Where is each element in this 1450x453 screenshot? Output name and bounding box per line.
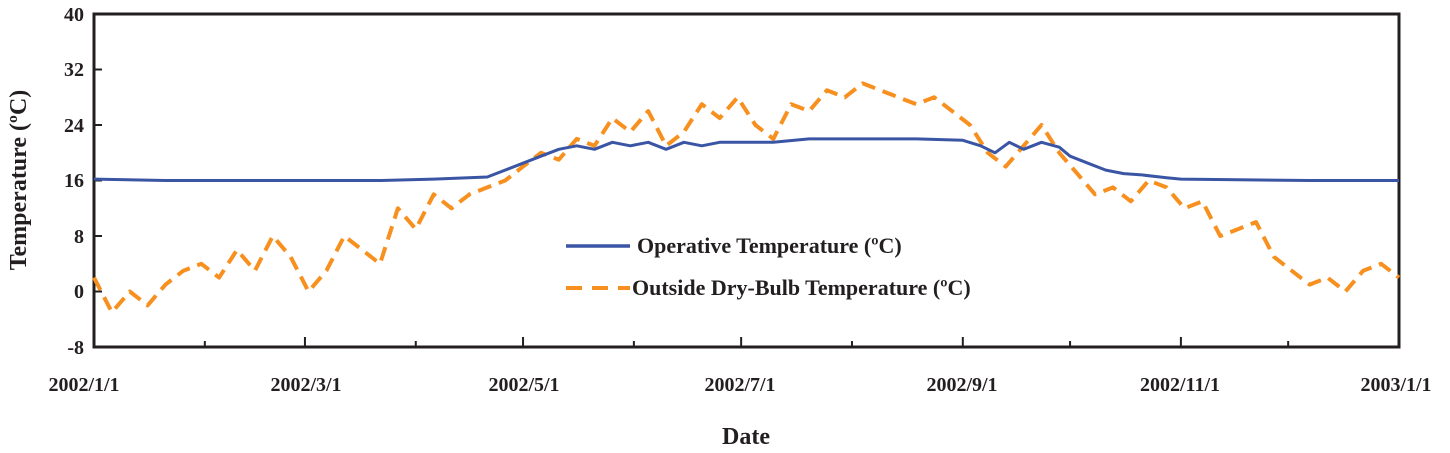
y-tick-label: 32	[64, 59, 84, 81]
series-layer	[92, 81, 1401, 315]
y-axis: -8 0 8 16 24 32 40	[64, 4, 102, 359]
x-axis-title: Date	[722, 424, 770, 450]
y-tick-group-1: 0	[74, 281, 102, 303]
y-tick-group-2: 8	[74, 226, 102, 248]
y-tick-group-5: 32	[64, 59, 102, 81]
x-axis: 2002/1/1 2002/3/1 2002/5/1 2002/7/1 2002…	[48, 337, 1432, 396]
legend-label-operative: Operative Temperature (ºC)	[637, 233, 902, 258]
y-axis-title: Temperature (ºC)	[6, 90, 32, 271]
x-tick-marks	[93, 337, 1400, 347]
y-tick-group-3: 16	[64, 170, 102, 192]
x-tick-label: 2002/11/1	[1140, 374, 1220, 396]
series-outside-dry-bulb-line	[92, 81, 1401, 315]
series-operative-temperature-line	[93, 137, 1399, 182]
y-tick-label: 0	[74, 281, 84, 303]
y-tick-label: 8	[74, 226, 84, 248]
y-tick-group-0: -8	[67, 337, 102, 359]
y-tick-label: 24	[64, 115, 84, 137]
x-tick-label: 2002/3/1	[270, 374, 341, 396]
legend-label-outside: Outside Dry-Bulb Temperature (ºC)	[632, 275, 971, 300]
y-tick-group-4: 24	[64, 115, 102, 137]
x-tick-label: 2002/1/1	[48, 374, 119, 396]
y-tick-label: 16	[64, 170, 84, 192]
x-tick-label: 2002/7/1	[704, 374, 775, 396]
x-tick-label: 2002/5/1	[488, 374, 559, 396]
legend: Operative Temperature (ºC) Outside Dry-B…	[566, 233, 971, 300]
x-tick-label: 2002/9/1	[926, 374, 997, 396]
y-tick-label: -8	[67, 337, 84, 359]
y-tick-label: 40	[64, 4, 84, 26]
y-tick-group-6: 40	[64, 4, 84, 26]
x-tick-label: 2003/1/1	[1360, 374, 1431, 396]
